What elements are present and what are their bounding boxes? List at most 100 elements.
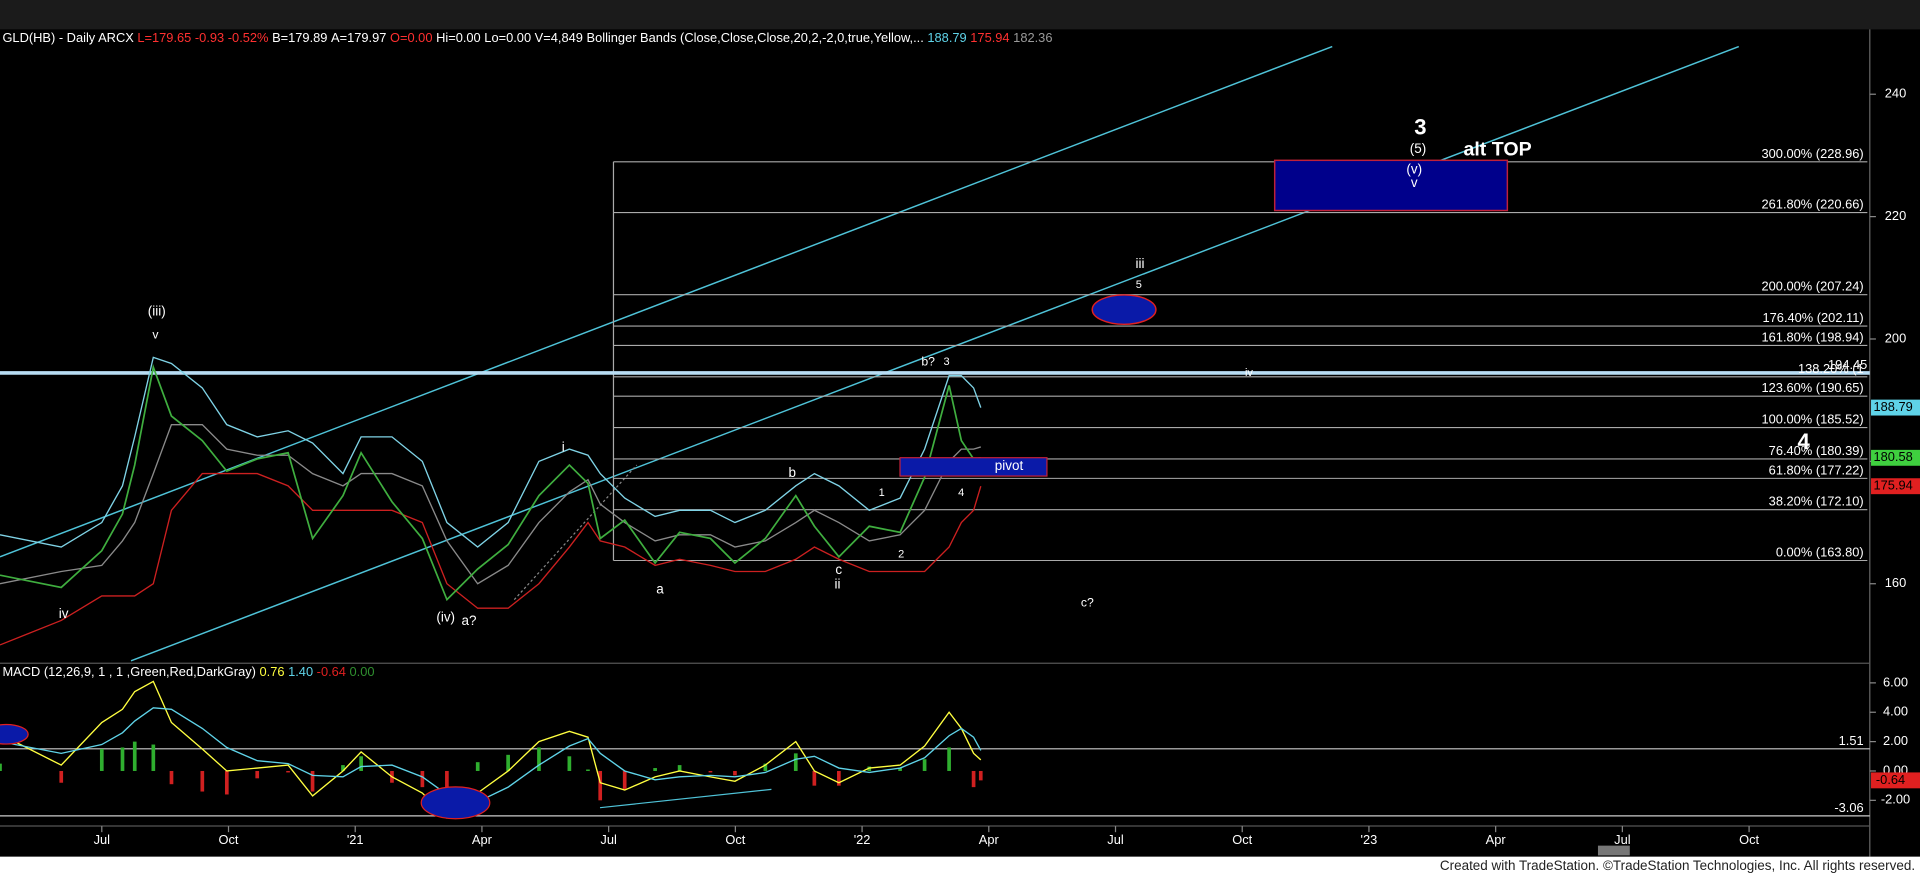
price-tag-bg [1871,449,1920,466]
histogram-bar [59,770,64,783]
header-item: A=179.97 [331,31,386,46]
header-item: 1.40 [288,664,313,679]
x-tick-label: Oct [1739,832,1759,847]
fib-label: 200.00% (207.24) [1762,279,1864,294]
histogram-bar [567,756,572,771]
level-label: 1.51 [1839,733,1864,748]
histogram-bar [132,741,137,771]
y-tick-label: 220 [1885,208,1906,223]
header-item: 175.94 [970,31,1009,46]
price-tag-bg [1871,478,1920,495]
y-tick-label: -2.00 [1881,792,1910,807]
macd-line [0,680,982,819]
header-item: -0.52% [228,31,269,46]
series-line [0,363,981,602]
histogram-bar [420,770,425,788]
wave-label: 5 [1136,279,1142,291]
y-tick-label: 6.00 [1883,674,1908,689]
histogram-bar [598,770,603,801]
price-tag-bg [1871,399,1920,416]
wave-label: 4 [1798,429,1811,454]
x-tick-label: Apr [979,832,1000,847]
macd-header: MACD (12,26,9, 1 , 1 ,Green,Red,DarkGray… [2,664,374,679]
x-tick-label: Apr [472,832,493,847]
histogram-bar [255,770,260,779]
histogram-bar [224,770,229,795]
histogram-bar [200,770,205,792]
x-tick-label: '21 [347,832,364,847]
x-tick-label: '23 [1361,832,1378,847]
histogram-bar [445,770,449,795]
y-tick-label: 200 [1885,330,1906,345]
x-tick-label: Jul [600,832,616,847]
price-tag: 188.79 [1873,399,1912,414]
wave-label: c? [1081,596,1094,610]
macd-ellipse [420,786,491,820]
histogram-bar [120,747,125,771]
wave-label: v [152,328,159,342]
histogram-bar [763,763,768,771]
wave-label: pivot [995,458,1024,473]
histogram-bar [0,763,2,771]
fib-label: 61.80% (177.22) [1769,462,1864,477]
labels: 160180200220240JulOct'21AprJulOct'22AprJ… [59,86,1920,847]
wave-label: a [656,581,664,596]
header-item: Bollinger Bands (Close,Close,Close,20,2,… [587,31,924,46]
histogram-bar [812,770,817,786]
wave-label: ii [835,577,841,592]
histogram-bar [622,770,627,791]
fib-label: 300.00% (228.96) [1762,146,1864,161]
series-line [0,472,982,646]
macd-tag: -0.64 [1876,772,1905,787]
histogram-bar [837,770,841,786]
histogram-bar [653,768,657,771]
macd-ellipse [0,723,29,745]
wave-label: 2 [898,548,904,560]
wave-label: (v) [1406,162,1422,177]
histogram-bar [169,770,174,785]
trendline [0,45,1333,558]
wave-label: iv [59,606,69,621]
header-item: -0.64 [317,664,346,679]
header-item: 182.36 [1013,31,1052,46]
wave-label: iii [1136,256,1145,271]
fib-label: 261.80% (220.66) [1762,197,1864,212]
dotted-line [513,464,638,601]
histogram-bar [586,769,590,771]
x-tick-label: Oct [1232,832,1252,847]
macd-trendline [599,788,772,809]
wave-label: 1 [879,487,885,499]
wave-label: i [562,439,565,454]
histogram-bar [898,768,902,771]
header-item: 0.76 [260,664,285,679]
pivot-box [899,457,1048,477]
wave-label: 3 [1414,114,1426,139]
level-label: -3.06 [1834,800,1863,815]
fib-label: 161.80% (198.94) [1762,330,1864,345]
series-line [0,356,982,548]
histogram-bar [793,753,798,771]
fib-label: 100.00% (185.52) [1762,412,1864,427]
histogram-bar [708,770,713,773]
y-tick-label: 2.00 [1883,733,1908,748]
histogram-bar [286,770,290,773]
fib-label: 0.00% (163.80) [1776,545,1864,560]
histogram-bar [922,759,927,771]
wave-label: alt TOP [1463,139,1531,161]
target-ellipse [1091,294,1157,326]
y-tick-label: 4.00 [1883,704,1908,719]
y-tick-label: 160 [1885,575,1906,590]
header-item: O=0.00 [390,31,433,46]
macd-title: MACD (12,26,9, 1 , 1 ,Green,Red,DarkGray… [2,664,255,679]
x-tick-label: Jul [1107,832,1123,847]
x-tick-label: Jul [94,832,110,847]
fib-label: 123.60% (190.65) [1762,380,1864,395]
x-tick-label: Oct [219,832,239,847]
level-tag: 194.45 [1828,357,1867,372]
scrollbar [1597,845,1630,856]
wave-label: b? [921,354,935,368]
target-box [1273,159,1509,212]
histogram-bar [341,765,345,771]
